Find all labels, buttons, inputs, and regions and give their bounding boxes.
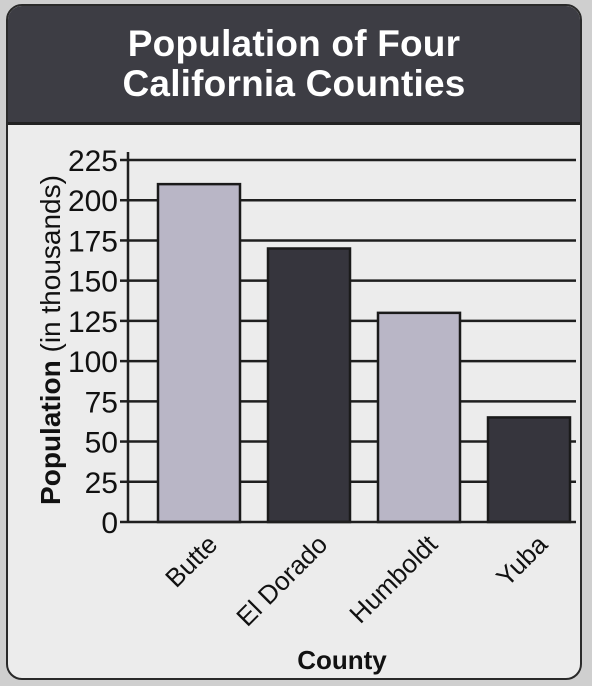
chart-title-line-2: California Counties: [122, 63, 466, 104]
x-tick-label: El Dorado: [230, 529, 333, 632]
bar: [486, 416, 572, 524]
y-tick-label: 150: [68, 266, 118, 299]
y-tick-label: 0: [101, 507, 118, 540]
x-tick-label: Humboldt: [343, 528, 443, 628]
y-tick-label: 75: [85, 386, 118, 419]
x-axis-label: County: [297, 645, 387, 675]
y-tick-label: 200: [68, 185, 118, 218]
chart-title: Population of Four California Counties: [8, 6, 580, 125]
bar: [156, 182, 242, 524]
chart-frame: Population of Four California Counties: [6, 4, 582, 680]
y-tick-label: 225: [68, 145, 118, 178]
x-tick-label: Yuba: [490, 529, 554, 593]
y-tick-label: 125: [68, 306, 118, 339]
y-tick-label: 175: [68, 225, 118, 258]
bar: [376, 311, 462, 524]
x-tick-label: Butte: [159, 529, 223, 593]
bar: [266, 247, 352, 524]
y-tick-label: 25: [85, 467, 118, 500]
y-axis-label: Population (in thousands): [35, 175, 66, 505]
chart-title-line-1: Population of Four: [127, 23, 461, 64]
y-tick-label: 50: [85, 427, 118, 460]
y-tick-label: 100: [68, 346, 118, 379]
